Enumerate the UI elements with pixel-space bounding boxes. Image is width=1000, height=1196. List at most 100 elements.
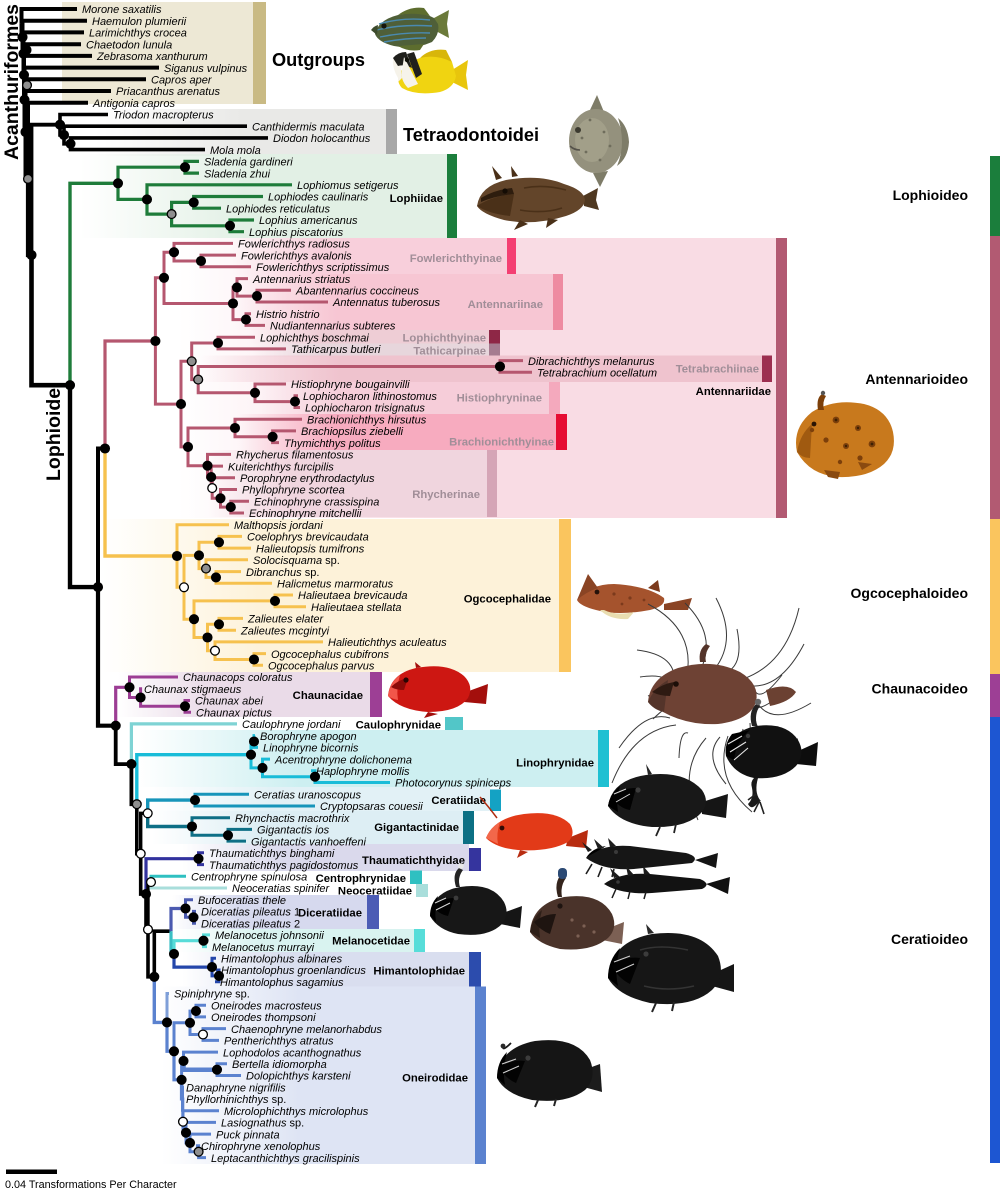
svg-text:Linophryne bicornis: Linophryne bicornis <box>263 743 359 755</box>
svg-text:Brachionichthys hirsutus: Brachionichthys hirsutus <box>307 414 427 426</box>
svg-text:Lophiodes caulinaris: Lophiodes caulinaris <box>268 192 369 204</box>
svg-text:Tathicarpus butleri: Tathicarpus butleri <box>291 344 381 356</box>
svg-text:Microlophichthys microlophus: Microlophichthys microlophus <box>224 1106 369 1118</box>
svg-text:Nudiantennarius subteres: Nudiantennarius subteres <box>270 321 396 333</box>
svg-text:Acentrophryne dolichonema: Acentrophryne dolichonema <box>274 754 412 766</box>
svg-text:Chaunacoideo: Chaunacoideo <box>872 681 968 697</box>
svg-text:Ogcocephaloideo: Ogcocephaloideo <box>851 585 968 601</box>
svg-text:Chaunax abei: Chaunax abei <box>195 696 263 708</box>
svg-text:Melanocetus murrayi: Melanocetus murrayi <box>212 942 315 954</box>
svg-text:Halicmetus marmoratus: Halicmetus marmoratus <box>277 579 394 591</box>
svg-text:Capros aper: Capros aper <box>151 75 213 87</box>
svg-text:Tathicarpinae: Tathicarpinae <box>413 346 486 358</box>
svg-text:Priacanthus arenatus: Priacanthus arenatus <box>116 86 220 98</box>
svg-text:Centrophrynidae: Centrophrynidae <box>316 873 406 885</box>
svg-text:Lophiocharon trisignatus: Lophiocharon trisignatus <box>305 403 425 415</box>
svg-text:Himantolophus albinares: Himantolophus albinares <box>221 954 343 966</box>
svg-text:Diceratias pileatus 1: Diceratias pileatus 1 <box>201 907 300 919</box>
svg-text:Canthidermis maculata: Canthidermis maculata <box>252 121 365 133</box>
svg-text:Haplophryne mollis: Haplophryne mollis <box>316 766 410 778</box>
svg-text:Halieutaea stellata: Halieutaea stellata <box>311 602 402 614</box>
svg-text:Fowlerichthys radiosus: Fowlerichthys radiosus <box>238 239 350 251</box>
svg-text:Brachionichthyinae: Brachionichthyinae <box>449 437 554 449</box>
svg-text:Lophius americanus: Lophius americanus <box>259 215 358 227</box>
svg-text:Histrio histrio: Histrio histrio <box>256 309 320 321</box>
svg-text:Antennarioideo: Antennarioideo <box>865 371 968 387</box>
svg-text:Tetraodontoidei: Tetraodontoidei <box>403 125 539 145</box>
svg-text:Antennariinae: Antennariinae <box>468 299 543 311</box>
svg-text:Lophiomus setigerus: Lophiomus setigerus <box>297 180 399 192</box>
svg-text:Himantolophidae: Himantolophidae <box>373 966 465 978</box>
svg-text:Gigantactis ios: Gigantactis ios <box>257 825 330 837</box>
svg-text:Histiophryninae: Histiophryninae <box>457 393 542 405</box>
svg-text:Bufoceratias thele: Bufoceratias thele <box>198 895 286 907</box>
svg-text:Fowlerichthys scriptissimus: Fowlerichthys scriptissimus <box>256 262 390 274</box>
svg-text:Dibrachichthys melanurus: Dibrachichthys melanurus <box>528 356 655 368</box>
svg-text:Fowlerichthys avalonis: Fowlerichthys avalonis <box>241 250 352 262</box>
svg-text:Danaphryne nigrifilis: Danaphryne nigrifilis <box>186 1082 286 1094</box>
svg-text:Lasiognathus sp.: Lasiognathus sp. <box>221 1118 304 1130</box>
svg-text:Antennariidae: Antennariidae <box>696 386 771 398</box>
svg-text:Tetrabrachium ocellatum: Tetrabrachium ocellatum <box>537 368 657 380</box>
svg-text:Puck pinnata: Puck pinnata <box>216 1129 280 1141</box>
svg-text:Tetrabrachiinae: Tetrabrachiinae <box>676 364 759 376</box>
svg-text:Diodon holocanthus: Diodon holocanthus <box>273 133 371 145</box>
svg-text:Pentherichthys atratus: Pentherichthys atratus <box>224 1036 334 1048</box>
svg-text:Ceratioideo: Ceratioideo <box>891 931 968 947</box>
svg-text:Chaenophryne melanorhabdus: Chaenophryne melanorhabdus <box>231 1024 383 1036</box>
svg-text:Photocorynus spiniceps: Photocorynus spiniceps <box>395 778 512 790</box>
svg-text:Phyllorhinichthys sp.: Phyllorhinichthys sp. <box>186 1094 286 1106</box>
svg-text:Chaunacidae: Chaunacidae <box>293 690 363 702</box>
svg-text:Oneirodidae: Oneirodidae <box>402 1073 468 1085</box>
svg-text:Himantolophus groenlandicus: Himantolophus groenlandicus <box>221 965 366 977</box>
svg-text:Halieutaea brevicauda: Halieutaea brevicauda <box>298 590 407 602</box>
svg-text:Echinophryne mitchellii: Echinophryne mitchellii <box>249 508 362 520</box>
svg-text:Antennarius striatus: Antennarius striatus <box>252 274 351 286</box>
svg-text:Gigantactis vanhoeffeni: Gigantactis vanhoeffeni <box>251 836 367 848</box>
svg-text:Rhycherus filamentosus: Rhycherus filamentosus <box>236 450 354 462</box>
svg-text:Thymichthys politus: Thymichthys politus <box>284 438 381 450</box>
svg-text:Halieutopsis tumifrons: Halieutopsis tumifrons <box>256 543 365 555</box>
svg-text:Neoceratiidae: Neoceratiidae <box>338 886 412 898</box>
svg-text:Oneirodes macrosteus: Oneirodes macrosteus <box>211 1000 322 1012</box>
svg-text:Lophius piscatorius: Lophius piscatorius <box>249 227 344 239</box>
svg-text:Diceratiidae: Diceratiidae <box>298 908 362 920</box>
svg-text:Triodon macropterus: Triodon macropterus <box>113 110 214 122</box>
svg-text:Lophodolos acanthognathus: Lophodolos acanthognathus <box>223 1047 362 1059</box>
svg-text:Caulophryne jordani: Caulophryne jordani <box>242 719 341 731</box>
svg-text:Echinophryne crassispina: Echinophryne crassispina <box>254 496 379 508</box>
svg-text:Dolopichthys karsteni: Dolopichthys karsteni <box>246 1071 351 1083</box>
svg-text:Histiophryne bougainvilli: Histiophryne bougainvilli <box>291 379 410 391</box>
svg-text:Chaetodon lunula: Chaetodon lunula <box>86 39 172 51</box>
svg-text:Gigantactinidae: Gigantactinidae <box>374 822 459 834</box>
svg-text:Acanthuriformes: Acanthuriformes <box>1 4 23 160</box>
svg-text:Ogcocephalidae: Ogcocephalidae <box>464 594 551 606</box>
svg-text:Sladenia zhui: Sladenia zhui <box>204 168 271 180</box>
svg-text:Neoceratias spinifer: Neoceratias spinifer <box>232 883 331 895</box>
svg-text:Thaumatichthys pagidostomus: Thaumatichthys pagidostomus <box>209 860 359 872</box>
svg-text:Melanocetidae: Melanocetidae <box>332 936 410 948</box>
svg-text:Spiniphryne sp.: Spiniphryne sp. <box>174 989 250 1001</box>
svg-text:Fowlerichthyinae: Fowlerichthyinae <box>410 253 502 265</box>
svg-text:Linophrynidae: Linophrynidae <box>516 758 594 770</box>
svg-text:Antigonia capros: Antigonia capros <box>92 98 175 110</box>
svg-text:Chaunax pictus: Chaunax pictus <box>196 707 272 719</box>
svg-text:Lophichthys boschmai: Lophichthys boschmai <box>260 332 369 344</box>
svg-text:Zebrasoma xanthurum: Zebrasoma xanthurum <box>96 51 208 63</box>
svg-text:Centrophryne spinulosa: Centrophryne spinulosa <box>191 872 307 884</box>
svg-text:Antennatus tuberosus: Antennatus tuberosus <box>332 297 441 309</box>
svg-text:Ogcocephalus cubifrons: Ogcocephalus cubifrons <box>271 649 390 661</box>
svg-text:Dibranchus sp.: Dibranchus sp. <box>246 567 319 579</box>
svg-text:Lophiocharon lithinostomus: Lophiocharon lithinostomus <box>303 391 437 403</box>
svg-text:Lophioideo: Lophioideo <box>893 187 968 203</box>
svg-text:Ogcocephalus parvus: Ogcocephalus parvus <box>268 661 375 673</box>
svg-text:Halieutichthys aculeatus: Halieutichthys aculeatus <box>328 637 447 649</box>
svg-text:Lophiidae: Lophiidae <box>390 193 443 205</box>
svg-text:Diceratias pileatus 2: Diceratias pileatus 2 <box>201 918 300 930</box>
svg-text:Abantennarius coccineus: Abantennarius coccineus <box>295 286 419 298</box>
svg-text:Mola mola: Mola mola <box>210 145 261 157</box>
svg-text:Chaunacops coloratus: Chaunacops coloratus <box>183 672 293 684</box>
svg-text:Zalieutes mcgintyi: Zalieutes mcgintyi <box>240 625 330 637</box>
svg-text:Caulophrynidae: Caulophrynidae <box>356 720 441 732</box>
svg-text:Siganus vulpinus: Siganus vulpinus <box>164 63 248 75</box>
